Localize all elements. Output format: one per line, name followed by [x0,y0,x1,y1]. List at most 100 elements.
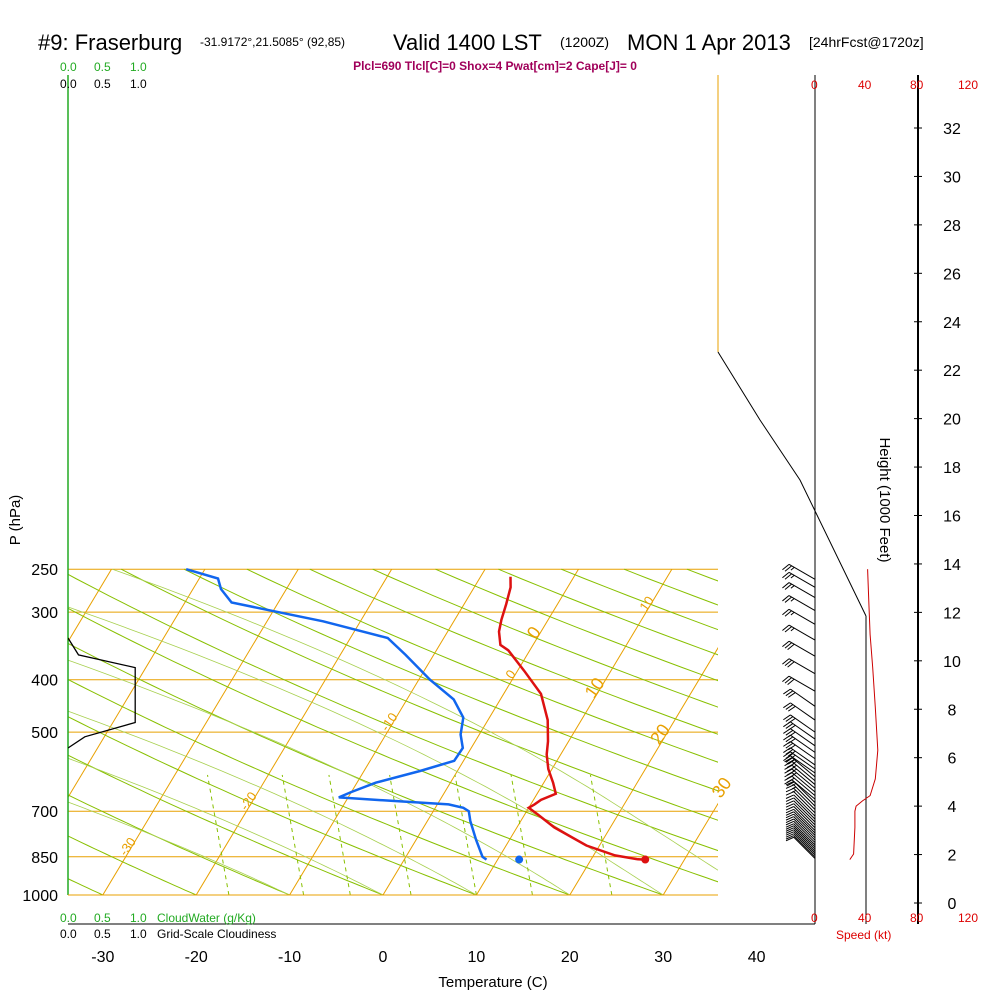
title-station: #9: Fraserburg [38,30,182,55]
wind-barb [783,689,815,706]
cloudwater-scale-top-05: 0.5 [94,60,111,74]
cloudwater-scale-bottom-0: 0.0 [60,911,77,925]
height-tick-0: 0 [948,896,957,913]
cloudwater-scale-top-1: 1.0 [130,60,147,74]
speed-scale-bottom-40: 40 [858,911,872,925]
temperature-tick-10: 10 [468,949,486,966]
height-tick-8: 8 [948,702,957,719]
mixing-ratio-label: 2 [288,904,304,919]
wind-barb-staff [794,798,815,819]
wind-panel-boundary [718,352,866,616]
indices-line: Plcl=690 Tlcl[C]=0 Shox=4 Pwat[cm]=2 Cap… [353,59,637,73]
title-forecast: [24hrFcst@1720z] [809,34,924,50]
mixing-ratio-label: 12 [517,898,538,918]
cloudiness-scale-top-1: 1.0 [130,77,147,91]
cloudwater-scale-bottom-1: 1.0 [130,911,147,925]
temperature-tick-40: 40 [748,949,766,966]
speed-scale-top-0: 0 [811,78,818,92]
mixing-ratio-line [208,775,229,895]
speed-label: Speed (kt) [836,928,891,942]
isotherm-label: 30 [708,774,736,802]
pressure-tick-500: 500 [31,725,58,742]
cloudiness-scale-bottom-0: 0.0 [60,927,77,941]
isotherm-label: 10 [581,674,609,702]
wind-barb-staff [790,689,815,706]
title-zulu: (1200Z) [560,34,609,50]
height-tick-4: 4 [948,799,957,816]
wind-barb [782,625,815,640]
height-tick-24: 24 [943,315,961,332]
pressure-tick-850: 850 [31,850,58,867]
height-tick-2: 2 [948,848,957,865]
mixing-ratio-line [590,775,611,895]
surface-dewpoint-marker [515,856,523,864]
cloudiness-scale-top-05: 0.5 [94,77,111,91]
temperature-tick--20: -20 [185,949,208,966]
cloudwater-label: CloudWater (g/Kg) [157,911,256,925]
wind-barb-half [791,586,794,589]
temperature-tick--30: -30 [91,949,114,966]
pressure-tick-1000: 1000 [22,888,58,905]
cloudwater-scale-bottom-05: 0.5 [94,911,111,925]
temperature-tick-0: 0 [379,949,388,966]
height-tick-16: 16 [943,509,961,526]
title-valid: Valid 1400 LST [393,30,542,55]
speed-scale-top-40: 40 [858,78,872,92]
surface-temperature-marker [641,856,649,864]
title-coords: -31.9172°,21.5085° (92,85) [200,35,345,49]
height-tick-18: 18 [943,460,961,477]
wind-barb [782,596,815,611]
wind-barb-staff [789,609,815,624]
wind-barbs [782,564,815,858]
wind-barb [782,572,815,587]
height-tick-12: 12 [943,605,961,622]
height-tick-26: 26 [943,266,961,283]
wind-barb-half [791,628,794,631]
isotherm-label: -30 [116,835,139,859]
cloudiness-label: Grid-Scale Cloudiness [157,927,276,941]
wind-barb-half [791,575,794,578]
isotherm-label: 0 [523,623,545,643]
pressure-tick-250: 250 [31,562,58,579]
cloudwater-scale-top-0: 0.0 [60,60,77,74]
speed-scale-top-80: 80 [910,78,924,92]
height-tick-30: 30 [943,169,961,186]
height-tick-20: 20 [943,412,961,429]
pressure-tick-700: 700 [31,804,58,821]
height-tick-10: 10 [943,654,961,671]
wind-barb [782,609,815,624]
wind-barb-staff [789,676,815,691]
isotherm-line [850,569,1000,895]
cloudiness-scale-bottom-05: 0.5 [94,927,111,941]
wind-barb-half [791,612,794,615]
wind-barb-half [791,567,794,570]
speed-scale-bottom-120: 120 [958,911,978,925]
speed-scale-bottom-80: 80 [910,911,924,925]
pressure-tick-400: 400 [31,673,58,690]
temperature-tick-20: 20 [561,949,579,966]
wind-barb-staff [789,596,815,611]
cloudiness-profile [68,638,135,748]
wind-barb-staff [789,659,815,674]
temperature-tick--10: -10 [278,949,301,966]
height-tick-14: 14 [943,557,961,574]
wind-barb-staff [789,641,815,656]
isotherm-line [0,569,18,895]
height-tick-22: 22 [943,363,961,380]
temperature-axis-label: Temperature (C) [438,974,547,991]
wind-barb [782,641,815,656]
height-tick-6: 6 [948,751,957,768]
height-axis-label: Height (1000 Feet) [876,437,893,562]
mixing-ratio-label: 20 [596,898,617,918]
title-date: MON 1 Apr 2013 [627,30,791,55]
pressure-axis-label: P (hPa) [7,495,24,546]
wind-barb-staff [789,625,815,640]
wind-barb [783,742,815,759]
wind-barb-staff [794,801,815,822]
wind-barb [782,676,815,691]
isotherm-label: 10 [636,593,657,613]
speed-scale-bottom-0: 0 [811,911,818,925]
